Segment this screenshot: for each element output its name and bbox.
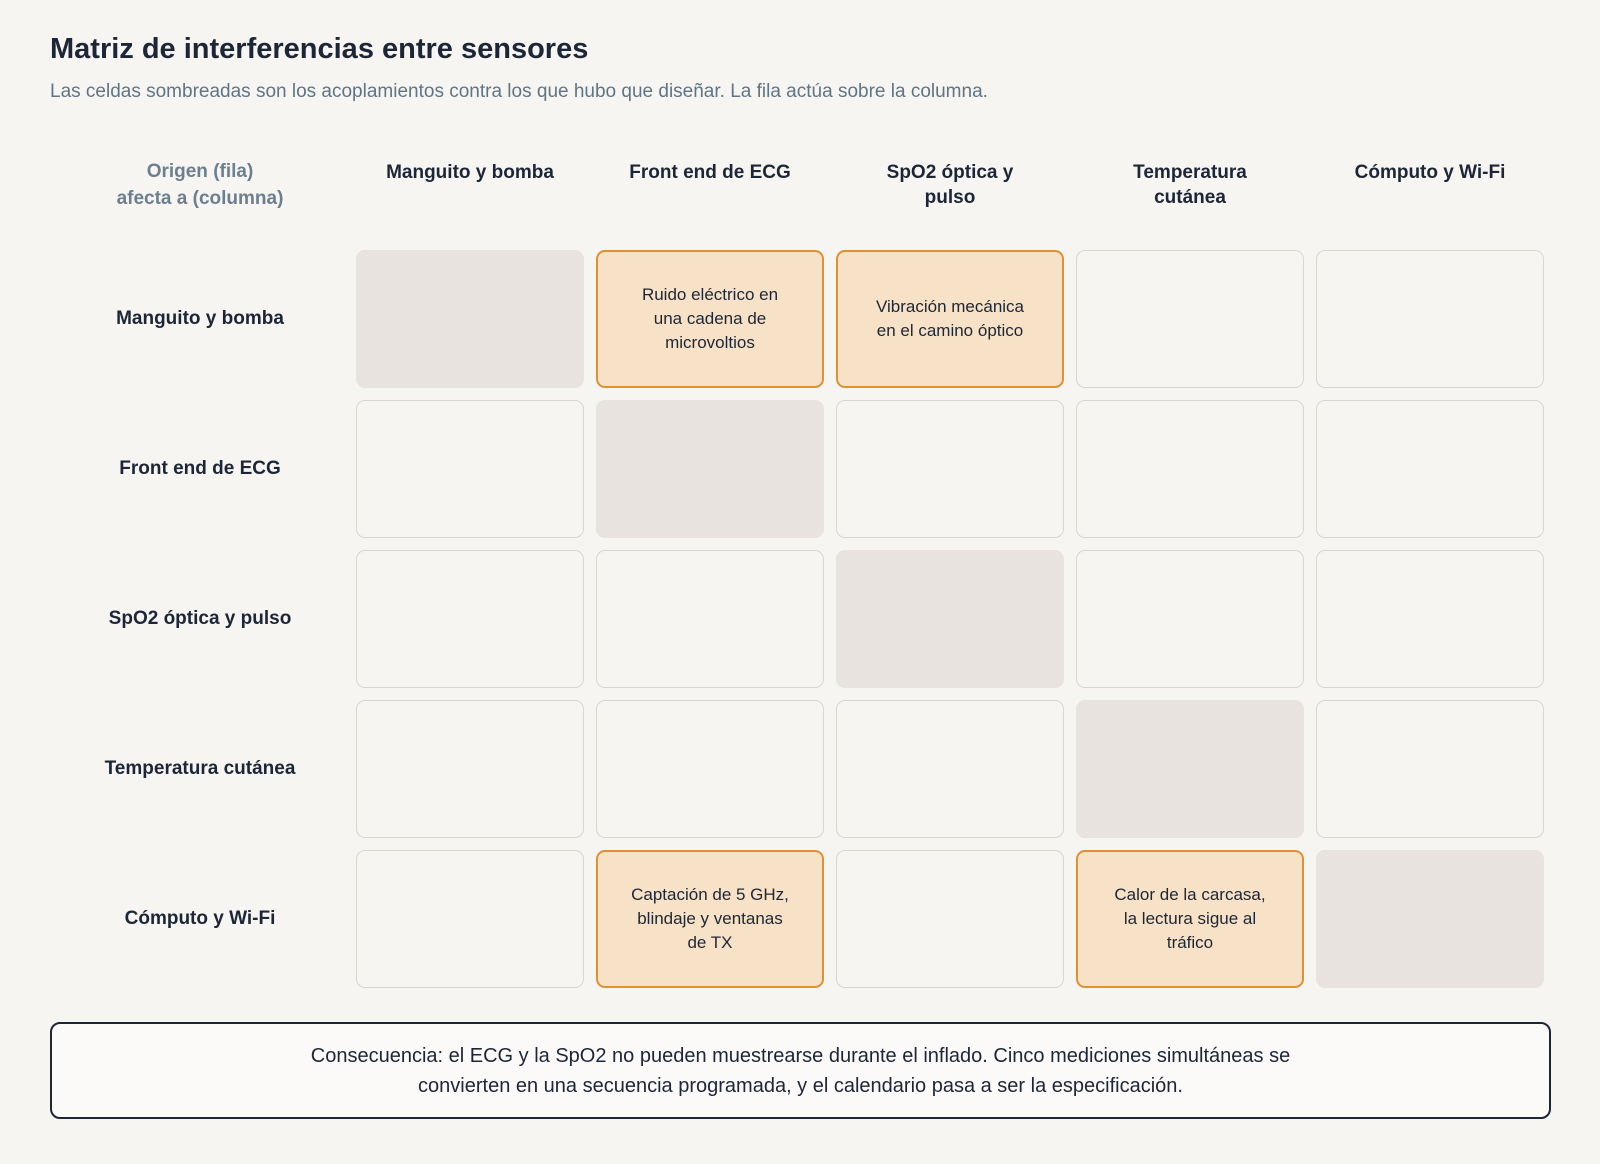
cell-text-line: de TX bbox=[687, 933, 733, 952]
row-label-compute: Cómputo y Wi-Fi bbox=[124, 908, 276, 929]
matrix-cell-empty bbox=[836, 850, 1064, 988]
note-line: convierten en una secuencia programada, … bbox=[418, 1074, 1183, 1097]
matrix-cell-empty bbox=[1076, 550, 1304, 688]
matrix-cell-compute-to-temperature: Calor de la carcasa, la lectura sigue al… bbox=[1076, 850, 1304, 988]
cell-text-line: Vibración mecánica bbox=[875, 297, 1025, 316]
row-label-spo2: SpO2 óptica y pulso bbox=[108, 608, 292, 629]
corner-line-2: afecta a (columna) bbox=[116, 188, 284, 209]
cell-text-line: Calor de la carcasa, bbox=[1114, 885, 1266, 904]
matrix-cell-diagonal bbox=[1316, 850, 1544, 988]
matrix-cell-diagonal bbox=[596, 400, 824, 538]
corner-header: Origen (fila) afecta a (columna) bbox=[80, 158, 320, 212]
column-header-line: cutánea bbox=[1154, 187, 1226, 208]
row-label-cuff: Manguito y bomba bbox=[116, 308, 284, 329]
column-header-ecg: Front end de ECG bbox=[596, 160, 824, 185]
matrix-cell-empty bbox=[356, 850, 584, 988]
consequence-note: Consecuencia: el ECG y la SpO2 no pueden… bbox=[50, 1022, 1551, 1119]
matrix-cell-empty bbox=[596, 700, 824, 838]
cell-text-line: microvoltios bbox=[665, 333, 755, 352]
matrix-cell-compute-to-ecg: Captación de 5 GHz, blindaje y ventanas … bbox=[596, 850, 824, 988]
row-label-temperature: Temperatura cutánea bbox=[104, 758, 296, 779]
matrix-cell-diagonal bbox=[836, 550, 1064, 688]
page-title: Matriz de interferencias entre sensores bbox=[50, 33, 589, 65]
column-header-spo2: SpO2 óptica y pulso bbox=[836, 160, 1064, 210]
matrix-cell-empty bbox=[356, 700, 584, 838]
cell-text-line: en el camino óptico bbox=[876, 321, 1024, 340]
matrix-cell-diagonal bbox=[356, 250, 584, 388]
column-header-cuff: Manguito y bomba bbox=[356, 160, 584, 185]
row-label-ecg: Front end de ECG bbox=[119, 458, 281, 479]
column-header-temperature: Temperatura cutánea bbox=[1076, 160, 1304, 210]
cell-text-line: la lectura sigue al bbox=[1123, 909, 1257, 928]
column-header-line: pulso bbox=[924, 187, 976, 208]
matrix-cell-empty bbox=[1316, 250, 1544, 388]
corner-line-1: Origen (fila) bbox=[146, 161, 254, 182]
page-subtitle: Las celdas sombreadas son los acoplamien… bbox=[50, 81, 988, 102]
matrix-cell-diagonal bbox=[1076, 700, 1304, 838]
cell-text-line: una cadena de bbox=[653, 309, 767, 328]
matrix-cell-empty bbox=[1076, 400, 1304, 538]
note-line: Consecuencia: el ECG y la SpO2 no pueden… bbox=[310, 1044, 1291, 1067]
column-header-line: Cómputo y Wi-Fi bbox=[1354, 162, 1506, 183]
matrix-cell-empty bbox=[836, 700, 1064, 838]
matrix-cell-cuff-to-ecg: Ruido eléctrico en una cadena de microvo… bbox=[596, 250, 824, 388]
cell-text-line: tráfico bbox=[1166, 933, 1214, 952]
cell-text-line: blindaje y ventanas bbox=[637, 909, 783, 928]
matrix-cell-empty bbox=[836, 400, 1064, 538]
matrix-cell-empty bbox=[1316, 400, 1544, 538]
matrix-cell-empty bbox=[1316, 700, 1544, 838]
column-header-compute: Cómputo y Wi-Fi bbox=[1316, 160, 1544, 185]
column-header-line: Front end de ECG bbox=[629, 162, 791, 183]
column-header-line: SpO2 óptica y bbox=[886, 162, 1014, 183]
column-header-line: Manguito y bomba bbox=[386, 162, 554, 183]
matrix-cell-empty bbox=[1076, 250, 1304, 388]
cell-text-line: Ruido eléctrico en bbox=[641, 285, 779, 304]
matrix-cell-cuff-to-spo2: Vibración mecánica en el camino óptico bbox=[836, 250, 1064, 388]
matrix-cell-empty bbox=[356, 400, 584, 538]
column-header-line: Temperatura bbox=[1133, 162, 1247, 183]
matrix-cell-empty bbox=[1316, 550, 1544, 688]
matrix-cell-empty bbox=[356, 550, 584, 688]
cell-text-line: Captación de 5 GHz, bbox=[631, 885, 789, 904]
matrix-cell-empty bbox=[596, 550, 824, 688]
